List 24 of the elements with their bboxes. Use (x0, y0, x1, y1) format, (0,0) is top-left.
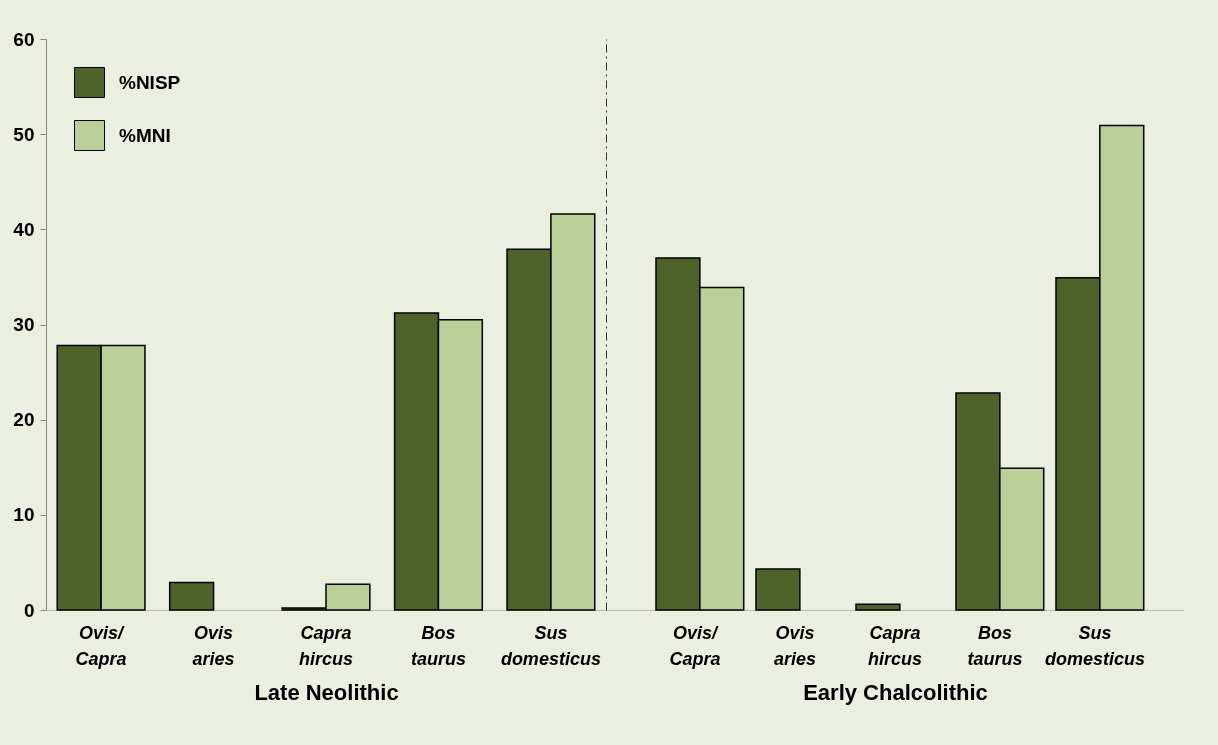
bar (755, 568, 801, 611)
y-tick-label: 60 (13, 28, 35, 50)
x-axis-title: Early Chalcolithic (803, 679, 988, 705)
x-tick-label: Sus domesticus (500, 622, 601, 669)
legend-label: %NISP (119, 71, 181, 93)
y-tick-label: 10 (13, 504, 35, 526)
x-tick-label: Bos taurus (967, 622, 1023, 669)
y-tick-label: 30 (13, 314, 35, 335)
x-axis-title: Late Neolithic (254, 679, 399, 705)
x-tick-label: Bos taurus (410, 622, 466, 669)
x-tick-label: Ovis/ Capra (669, 622, 721, 669)
x-tick-label: Ovis/ Capra (75, 622, 127, 669)
y-tick-label: 50 (13, 123, 35, 145)
legend-label: %MNI (119, 124, 171, 146)
x-tick-label: Capra hircus (867, 622, 923, 669)
x-tick-label: Ovis aries (773, 622, 817, 669)
y-tick-label: 0 (23, 599, 35, 621)
x-tick-label: Ovis aries (192, 622, 235, 669)
x-tick-label: Capra hircus (298, 622, 354, 669)
y-tick-label: 20 (13, 409, 35, 431)
bar (168, 581, 215, 611)
y-tick-label: 40 (13, 218, 35, 240)
bar (855, 603, 901, 611)
x-tick-label: Sus domesticus (1044, 622, 1146, 669)
